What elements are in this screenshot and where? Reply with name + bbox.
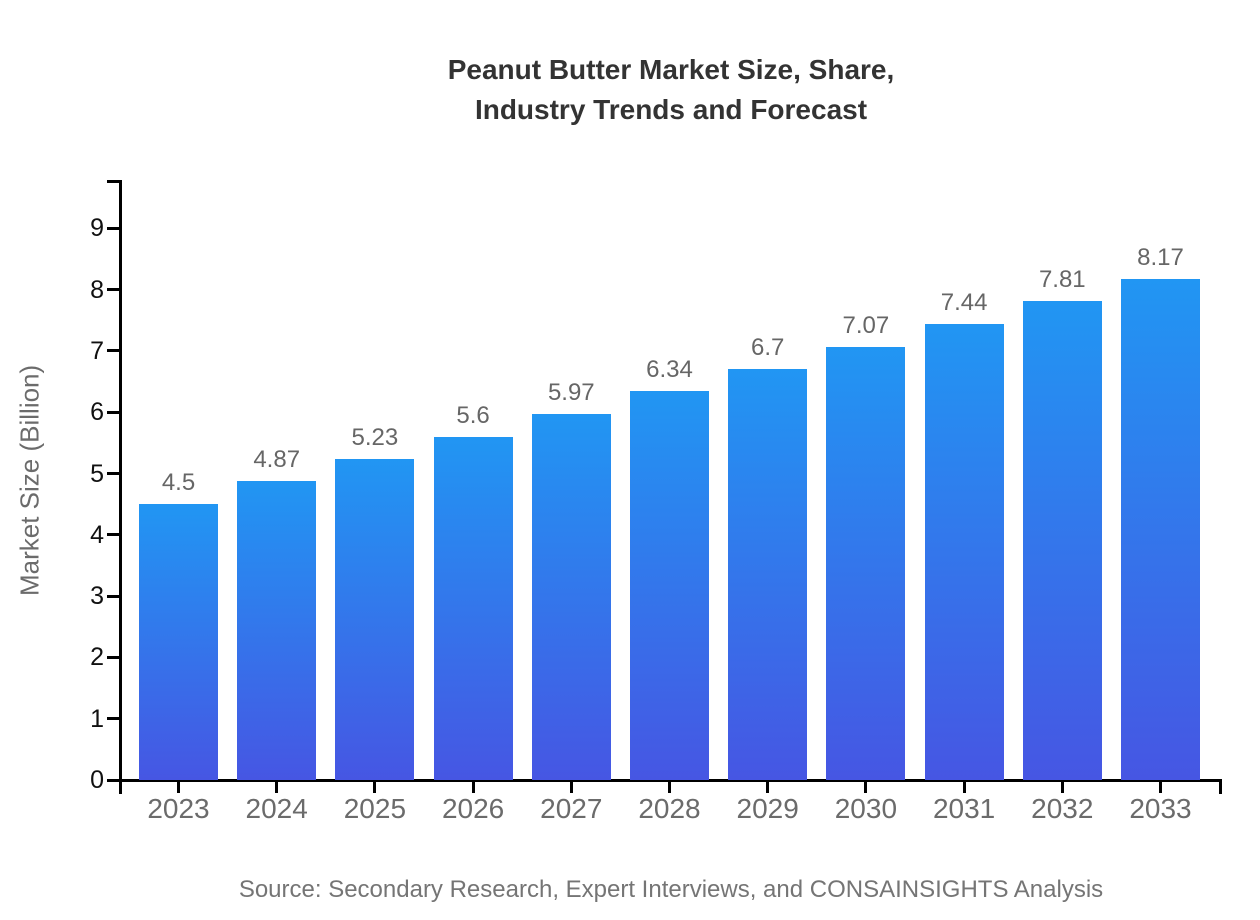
y-axis-domain-line [118, 180, 122, 794]
y-axis-tick [106, 594, 119, 598]
x-axis-tick [373, 782, 377, 793]
bar-value-label: 8.17 [1137, 244, 1184, 272]
y-tick-label: 7 [90, 336, 104, 365]
y-tick-label: 2 [90, 643, 104, 672]
x-axis-tick [1060, 782, 1064, 793]
x-axis-tick [962, 782, 966, 793]
y-axis-tick [106, 288, 119, 292]
chart-title-line1: Peanut Butter Market Size, Share, [447, 54, 895, 85]
bar-value-label: 4.87 [253, 446, 301, 474]
bar-value-label: 5.97 [547, 379, 595, 407]
x-axis-right-cap [1219, 782, 1222, 794]
bar [630, 391, 709, 780]
bar [139, 504, 218, 780]
bar [433, 436, 513, 780]
x-axis-tick [569, 782, 573, 793]
bar-value-label: 5.6 [456, 401, 490, 429]
x-axis-domain-line [118, 779, 1222, 782]
bar [924, 323, 1004, 780]
y-axis-tick [106, 472, 119, 475]
bar-value-label: 7.07 [842, 311, 890, 339]
x-tick-label: 2023 [147, 793, 210, 824]
x-tick-label: 2031 [932, 793, 996, 824]
chart-title: Peanut Butter Market Size, Share, Indust… [120, 50, 1222, 130]
bar [1022, 301, 1102, 780]
y-axis-tick [106, 349, 119, 353]
x-axis-tick [471, 782, 475, 793]
x-axis-tick [275, 782, 279, 793]
bar-value-label: 5.23 [351, 424, 399, 452]
x-tick-label: 2026 [441, 793, 505, 824]
x-tick-label: 2024 [245, 793, 308, 824]
bar-value-label: 4.5 [161, 469, 196, 497]
bar-value-label: 7.44 [940, 288, 988, 316]
x-tick-label: 2033 [1129, 793, 1192, 824]
x-axis-tick [864, 782, 868, 793]
x-tick-label: 2029 [736, 793, 799, 824]
source-note: Source: Secondary Research, Expert Inter… [238, 876, 1104, 903]
y-tick-label: 3 [90, 582, 104, 611]
bar-value-label: 6.34 [646, 356, 693, 384]
x-tick-label: 2030 [834, 793, 898, 824]
x-axis-tick [766, 782, 770, 793]
y-axis-tick [106, 778, 119, 782]
x-tick-label: 2032 [1031, 793, 1094, 824]
x-tick-label: 2025 [343, 793, 407, 824]
y-axis-tick [106, 410, 119, 414]
bar [237, 481, 317, 780]
y-axis-tick [106, 655, 119, 659]
y-tick-label: 6 [90, 398, 104, 427]
bar-value-label: 7.81 [1038, 266, 1086, 294]
chart-title-line2: Industry Trends and Forecast [474, 94, 868, 125]
y-tick-label: 5 [90, 459, 104, 488]
bar-value-label: 6.7 [751, 334, 785, 362]
x-axis-tick [1159, 782, 1162, 793]
x-axis-tick [177, 782, 180, 793]
y-tick-label: 9 [90, 214, 104, 243]
x-tick-label: 2027 [540, 793, 603, 824]
bar [826, 346, 906, 780]
y-axis-tick [106, 226, 119, 230]
y-tick-label: 8 [90, 275, 104, 304]
bar [335, 459, 415, 780]
y-tick-label: 4 [90, 520, 104, 549]
y-axis-top-cap [106, 180, 119, 183]
y-axis-tick [106, 717, 119, 721]
y-tick-label: 1 [90, 704, 104, 733]
x-tick-label: 2028 [638, 793, 701, 824]
bar [1121, 279, 1200, 780]
y-axis-tick [106, 533, 119, 537]
y-tick-label: 0 [90, 766, 104, 794]
x-axis-tick [668, 782, 671, 793]
bar [728, 369, 808, 780]
bar [531, 414, 611, 780]
